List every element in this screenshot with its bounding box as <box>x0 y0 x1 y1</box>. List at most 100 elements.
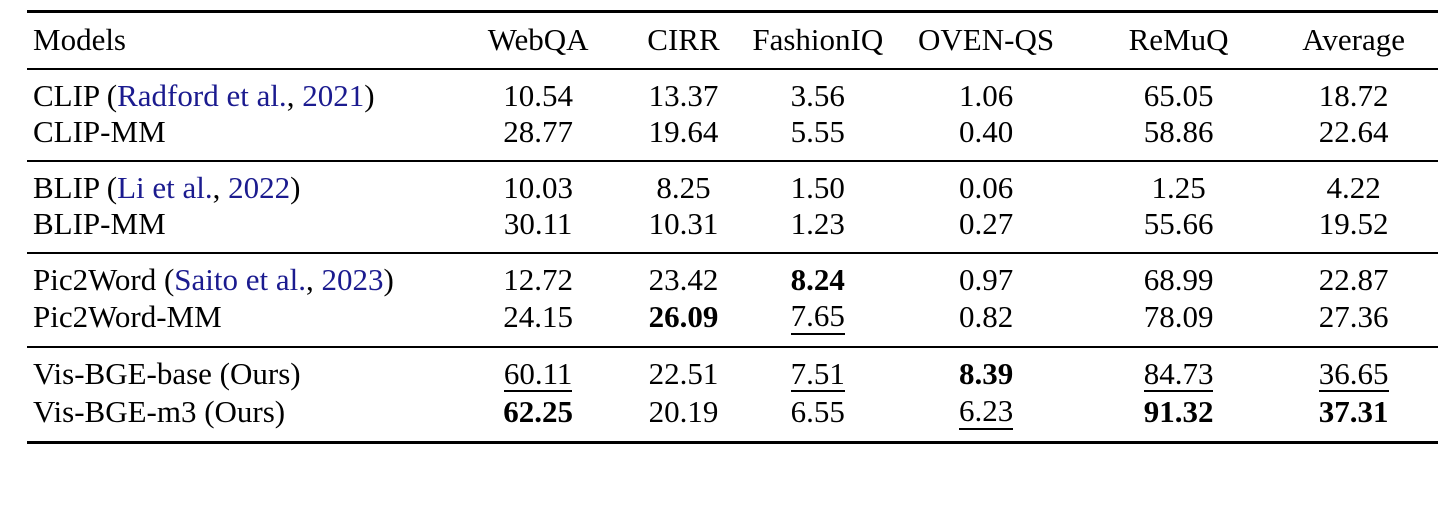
metric-value: 10.31 <box>648 205 719 241</box>
metric-value: 1.06 <box>958 77 1014 113</box>
value-cell: 27.36 <box>1269 298 1438 347</box>
value-cell: 0.97 <box>884 253 1088 298</box>
citation-link[interactable]: Li et al. <box>117 169 213 205</box>
model-cell: Vis-BGE-m3 (Ours) <box>27 393 461 442</box>
metric-value: 0.97 <box>958 261 1014 297</box>
citation-year-link[interactable]: 2021 <box>302 77 365 113</box>
metric-value: 23.42 <box>648 261 719 297</box>
metric-value: 5.55 <box>790 113 845 149</box>
section-vis-bge: Vis-BGE-base (Ours) 60.11 22.51 7.51 8.3… <box>27 346 1438 443</box>
column-header-oven-qs: OVEN-QS <box>918 22 1055 58</box>
value-cell: 26.09 <box>616 298 752 347</box>
citation-year-link[interactable]: 2022 <box>228 169 291 205</box>
table-row-clip: CLIP (Radford et al., 2021) 10.54 13.37 … <box>27 69 1438 114</box>
model-cell: CLIP (Radford et al., 2021) <box>27 69 461 114</box>
metric-value: 1.25 <box>1151 169 1206 205</box>
citation-link[interactable]: Radford et al. <box>117 77 287 113</box>
metric-value: 22.87 <box>1318 261 1389 297</box>
model-name: Vis-BGE-base (Ours) <box>33 356 301 392</box>
citation-separator: , <box>306 261 322 297</box>
table-row-blip-mm: BLIP-MM 30.11 10.31 1.23 0.27 55.66 19.5… <box>27 206 1438 253</box>
value-cell: 0.27 <box>884 206 1088 253</box>
citation-year-link[interactable]: 2023 <box>321 261 384 297</box>
metric-value: 10.03 <box>503 169 573 205</box>
metric-value: 8.39 <box>958 356 1014 392</box>
column-header-webqa: WebQA <box>487 22 589 58</box>
citation-link[interactable]: Saito et al. <box>174 261 307 297</box>
value-cell: 3.56 <box>751 69 884 114</box>
column-header-models: Models <box>33 22 126 58</box>
metric-value: 65.05 <box>1143 77 1214 113</box>
value-cell: 84.73 <box>1088 347 1269 394</box>
value-cell: 0.40 <box>884 114 1088 161</box>
metric-value: 24.15 <box>503 298 573 334</box>
metric-value: 6.55 <box>790 393 845 429</box>
column-header-remuq: ReMuQ <box>1128 22 1229 58</box>
model-cell: CLIP-MM <box>27 114 461 161</box>
value-cell: 10.54 <box>461 69 616 114</box>
metric-value: 0.27 <box>958 205 1014 241</box>
metric-value: 20.19 <box>648 393 719 429</box>
metric-value: 4.22 <box>1326 169 1381 205</box>
metric-value: 1.23 <box>790 205 845 241</box>
model-cell: Pic2Word (Saito et al., 2023) <box>27 253 461 298</box>
value-cell: 62.25 <box>461 393 616 442</box>
metric-value: 84.73 <box>1143 355 1214 393</box>
value-cell: 78.09 <box>1088 298 1269 347</box>
value-cell: 8.24 <box>751 253 884 298</box>
table-row-vis-bge-m3: Vis-BGE-m3 (Ours) 62.25 20.19 6.55 6.23 … <box>27 393 1438 442</box>
metric-value: 28.77 <box>503 113 573 149</box>
metric-value: 12.72 <box>503 261 573 297</box>
value-cell: 68.99 <box>1088 253 1269 298</box>
metric-value: 68.99 <box>1143 261 1214 297</box>
value-cell: 65.05 <box>1088 69 1269 114</box>
metric-value: 22.64 <box>1318 113 1389 149</box>
value-cell: 7.65 <box>751 298 884 347</box>
value-cell: 6.23 <box>884 393 1088 442</box>
value-cell: 37.31 <box>1269 393 1438 442</box>
value-cell: 23.42 <box>616 253 752 298</box>
table-row-blip: BLIP (Li et al., 2022) 10.03 8.25 1.50 0… <box>27 161 1438 206</box>
metric-value: 19.64 <box>648 113 719 149</box>
column-header-average: Average <box>1302 22 1405 58</box>
citation-separator: , <box>286 77 303 113</box>
value-cell: 7.51 <box>751 347 884 394</box>
value-cell: 30.11 <box>461 206 616 253</box>
metric-value: 30.11 <box>503 205 573 241</box>
value-cell: 22.64 <box>1269 114 1438 161</box>
model-name: Pic2Word ( <box>33 261 175 297</box>
metric-value: 91.32 <box>1143 393 1214 429</box>
value-cell: 8.25 <box>616 161 752 206</box>
metric-value: 10.54 <box>503 77 573 113</box>
value-cell: 19.64 <box>616 114 752 161</box>
metric-value: 8.24 <box>790 261 845 297</box>
value-cell: 28.77 <box>461 114 616 161</box>
section-pic2word: Pic2Word (Saito et al., 2023) 12.72 23.4… <box>27 252 1438 347</box>
value-cell: 13.37 <box>616 69 752 114</box>
value-cell: 4.22 <box>1269 161 1438 206</box>
metric-value: 22.51 <box>648 356 719 392</box>
value-cell: 22.51 <box>616 347 752 394</box>
results-table: Models WebQA CIRR FashionIQ OVEN-QS ReMu… <box>27 10 1438 444</box>
value-cell: 10.31 <box>616 206 752 253</box>
model-name: CLIP-MM <box>33 113 166 149</box>
metric-value: 55.66 <box>1143 205 1214 241</box>
metric-value: 78.09 <box>1143 298 1214 334</box>
value-cell: 18.72 <box>1269 69 1438 114</box>
value-cell: 91.32 <box>1088 393 1269 442</box>
section-clip: CLIP (Radford et al., 2021) 10.54 13.37 … <box>27 68 1438 161</box>
column-header-cirr: CIRR <box>647 22 720 58</box>
value-cell: 1.23 <box>751 206 884 253</box>
metric-value: 0.40 <box>958 113 1014 149</box>
model-name: Pic2Word-MM <box>33 298 222 334</box>
value-cell: 10.03 <box>461 161 616 206</box>
model-cell: BLIP-MM <box>27 206 461 253</box>
value-cell: 58.86 <box>1088 114 1269 161</box>
metric-value: 60.11 <box>503 355 573 393</box>
table-row-pic2word: Pic2Word (Saito et al., 2023) 12.72 23.4… <box>27 253 1438 298</box>
metric-value: 3.56 <box>790 77 845 113</box>
metric-value: 58.86 <box>1143 113 1214 149</box>
value-cell: 1.25 <box>1088 161 1269 206</box>
metric-value: 18.72 <box>1318 77 1389 113</box>
